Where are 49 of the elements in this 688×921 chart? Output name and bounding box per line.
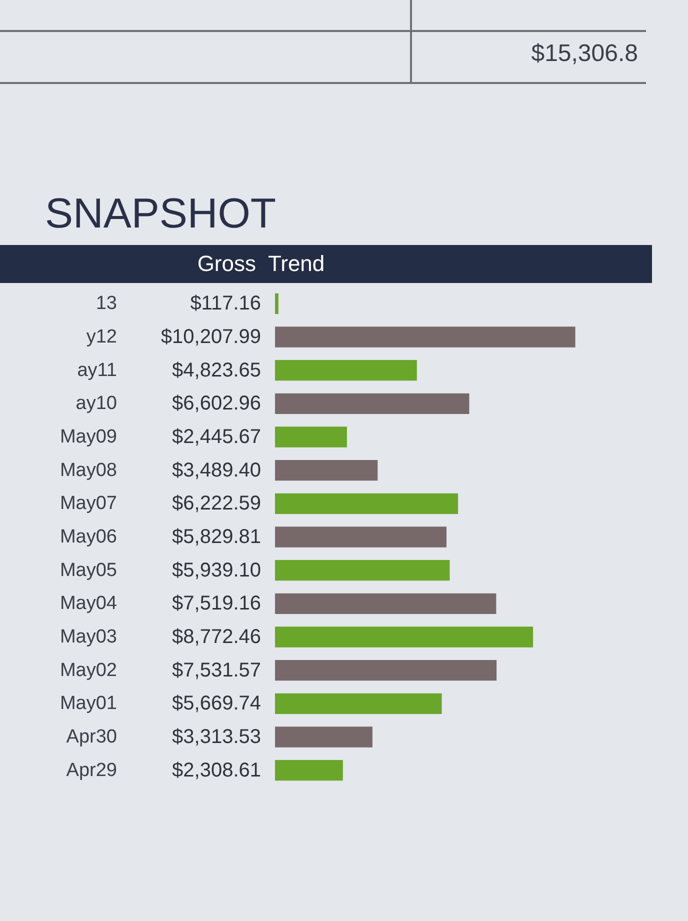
y-tick-label: ay10 [76,393,117,414]
data-label: $2,308.61 [172,759,261,782]
bar [275,326,576,348]
text: Gross [197,251,256,276]
y-tick-label: y12 [86,326,117,348]
data-label: $117.16 [190,292,261,315]
y-tick-label: Apr30 [66,726,117,748]
bar [275,626,534,648]
bar [275,760,343,781]
y-tick-label: May01 [60,693,117,714]
y-tick-label: May03 [60,626,117,648]
bar [275,526,446,548]
bar [275,393,470,414]
data-label: $7,519.16 [172,592,261,615]
y-tick-label: May04 [60,593,118,614]
x-axis-title: Trend [268,251,325,276]
bar [275,360,417,381]
data-label: $5,939.10 [172,559,261,582]
text: $15,306.8 [531,40,638,68]
data-label: $5,829.81 [172,526,261,548]
data-label: $10,207.99 [160,326,261,348]
chart-title: SNAPSHOT [45,190,276,236]
data-label: $7,531.57 [172,659,261,682]
bar [275,460,378,481]
y-tick-label: May05 [60,560,117,581]
data-label: $3,489.40 [172,459,261,482]
bar [275,660,497,681]
y-tick-label: May08 [60,460,117,481]
y-tick-label: May02 [60,660,117,681]
data-label: $4,823.65 [172,359,261,382]
y-tick-label: ay11 [77,360,117,381]
data-label: $8,772.46 [172,626,261,648]
bar [275,426,347,448]
bar [275,593,496,614]
y-tick-label: May06 [60,526,117,548]
bar [275,693,442,714]
data-label: $6,222.59 [172,492,261,515]
data-label: $6,602.96 [172,392,261,415]
y-tick-label: May09 [60,426,117,448]
bar [275,493,458,514]
bar [275,726,372,748]
data-label: $2,445.67 [172,426,261,448]
y-tick-label: 13 [96,293,117,314]
bar [275,560,450,581]
data-label: $5,669.74 [172,692,261,715]
bar [275,293,278,314]
y-tick-label: Apr29 [66,760,117,781]
y-tick-label: May07 [60,493,117,514]
data-label: $3,313.53 [172,726,261,748]
